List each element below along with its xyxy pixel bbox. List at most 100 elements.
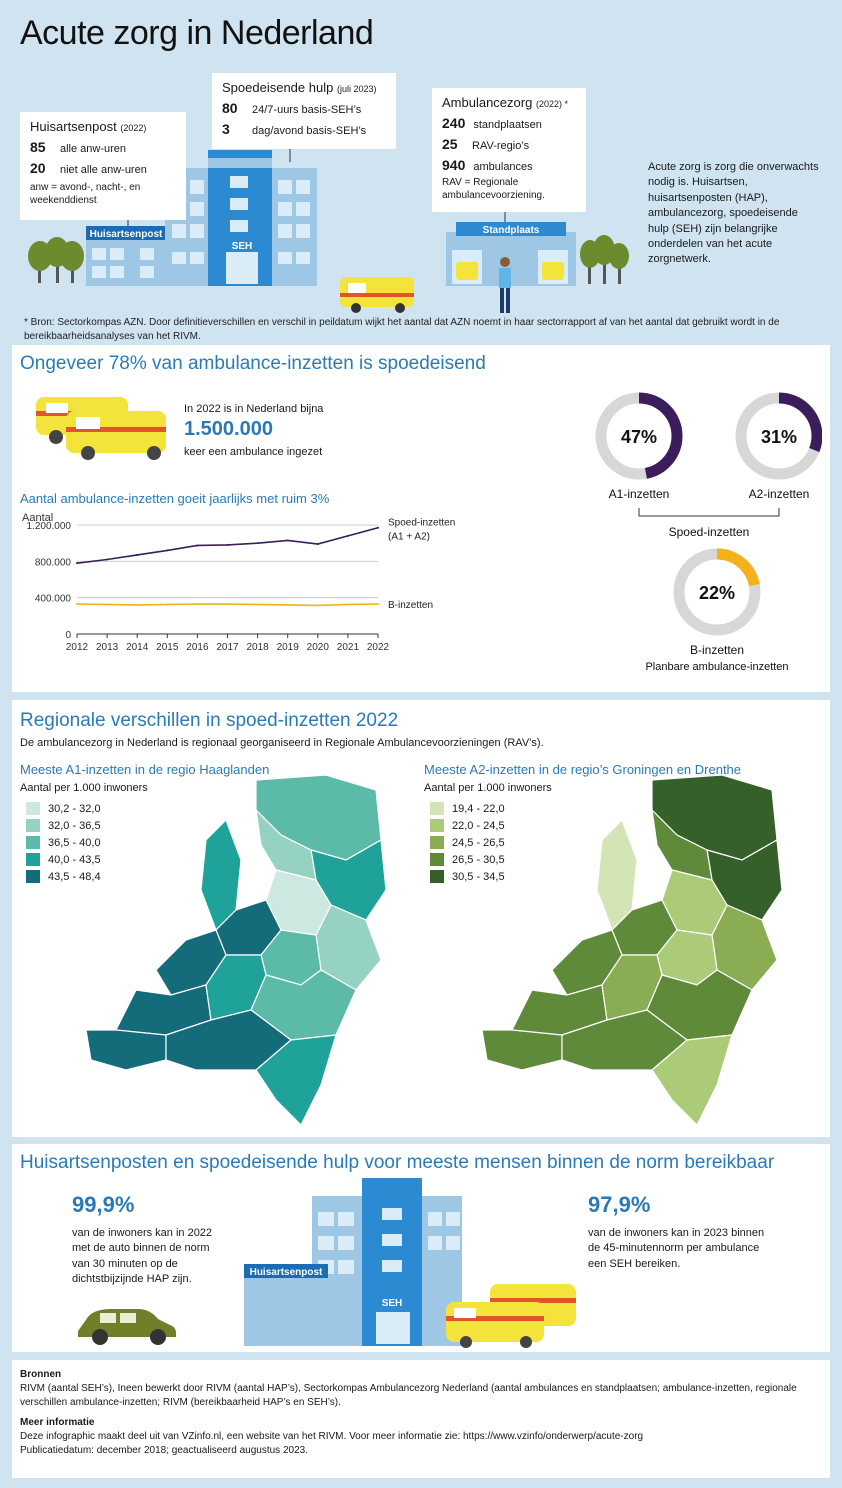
hap-sign-2: Huisartsenpost: [250, 1267, 323, 1278]
series-label: (A1 + A2): [388, 532, 430, 543]
hap-sign: Huisartsenpost: [90, 229, 163, 240]
data-point: [196, 544, 199, 547]
map1-legend: 30,2 - 32,0 32,0 - 36,5 36,5 - 40,0 40,0 - …: [26, 800, 101, 885]
x-tick-label: 2012: [66, 642, 89, 653]
map-region: [481, 1029, 563, 1071]
map1-legend-title: Aantal per 1.000 inwoners: [20, 782, 148, 794]
sources-text: RIVM (aantal SEH’s), Ineen bewerkt door …: [20, 1383, 797, 1408]
hap-label-partial: niet alle anw-uren: [60, 163, 147, 176]
legend-item: 22,0 - 24,5: [430, 817, 505, 834]
y-tick-label: 1.200.000: [27, 521, 72, 532]
x-tick-label: 2015: [156, 642, 179, 653]
section3-title: Huisartsenposten en spoedeisende hulp vo…: [20, 1152, 775, 1173]
hap-box-title: Huisartsenpost: [30, 119, 117, 134]
seh-count-247: 80: [222, 99, 238, 116]
seh-sign-2: SEH: [382, 1298, 403, 1309]
y-tick-label: 400.000: [35, 594, 72, 605]
series-label: Spoed-inzetten: [388, 518, 455, 529]
page-title: Acute zorg in Nederland: [20, 14, 374, 52]
amb-count-regios: 25: [442, 135, 458, 152]
legend-item: 32,0 - 36,5: [26, 817, 101, 834]
seh-box-title: Spoedeisende hulp: [222, 80, 334, 95]
data-point: [166, 603, 169, 606]
donut-sublabel: Planbare ambulance-inzetten: [645, 661, 788, 673]
x-tick-label: 2014: [126, 642, 149, 653]
legend-item: 19,4 - 22,0: [430, 800, 505, 817]
donut-percent: 31%: [761, 427, 797, 447]
map2-title: Meeste A2-inzetten in de regio’s Groning…: [424, 762, 742, 777]
legend-item: 26,5 - 30,5: [430, 851, 505, 868]
a2-map: [481, 774, 783, 1127]
data-point: [106, 558, 109, 561]
legend-swatch: [430, 802, 444, 815]
ambulance-line-chart: Aantal 0 400.000 800.000 1.200.000 2012 2013 20…: [22, 512, 455, 653]
legend-swatch: [26, 802, 40, 815]
amb-count-ambulances: 940: [442, 156, 466, 173]
donut-segment: [735, 392, 822, 480]
legend-label: 43,5 - 48,4: [48, 870, 101, 883]
seh-info-box: Spoedeisende hulp (juli 2023) 80 24/7-uur…: [212, 73, 396, 149]
donut-charts: 47% A1-inzetten 31% A2-inzetten 22% B-inzette…: [595, 392, 822, 673]
a1-map: [85, 774, 387, 1127]
legend-item: 36,5 - 40,0: [26, 834, 101, 851]
car-icon: [78, 1309, 176, 1345]
legend-label: 19,4 - 22,0: [452, 802, 505, 815]
legend-label: 40,0 - 43,5: [48, 853, 101, 866]
section-reachability: Huisartsenposten en spoedeisende hulp vo…: [12, 1144, 830, 1352]
publication-date: Publicatiedatum: december 2018; geactual…: [20, 1445, 308, 1456]
data-point: [196, 603, 199, 606]
legend-label: 36,5 - 40,0: [48, 836, 101, 849]
data-point: [286, 539, 289, 542]
map2-legend: 19,4 - 22,0 22,0 - 24,5 24,5 - 26,5 26,5 - …: [430, 800, 505, 885]
donut-label: A1-inzetten: [609, 487, 670, 501]
amb-note: RAV = Regionale ambulancevoorziening.: [442, 176, 545, 201]
chart-title: Aantal ambulance-inzetten goeit jaarlijk…: [20, 491, 330, 506]
data-point: [346, 603, 349, 606]
data-point: [377, 526, 379, 529]
y-axis-label: Aantal: [22, 512, 53, 524]
data-point: [256, 542, 259, 545]
lead-text-2: keer een ambulance ingezet: [184, 446, 323, 458]
amb-label-regios: RAV-regio’s: [472, 139, 530, 152]
bracket: [638, 508, 780, 517]
x-tick-label: 2020: [307, 642, 330, 653]
x-tick-label: 2021: [337, 642, 360, 653]
data-point: [136, 553, 139, 556]
legend-item: 43,5 - 48,4: [26, 868, 101, 885]
data-point: [76, 603, 78, 606]
seh-sign: SEH: [232, 241, 253, 252]
ambulance-pair-icon: [36, 397, 166, 460]
series-label: B-inzetten: [388, 600, 433, 611]
map1-title: Meeste A1-inzetten in de regio Haaglande…: [20, 762, 270, 777]
x-tick-label: 2019: [277, 642, 300, 653]
section2-intro: De ambulancezorg in Nederland is regiona…: [20, 737, 544, 749]
tree-icon: [580, 235, 629, 284]
data-point: [226, 603, 229, 606]
hap-note: anw = avond-, nacht-, en weekenddienst: [30, 181, 141, 206]
seh-reach-pct: 97,9%: [588, 1192, 651, 1217]
donut-segment: [595, 392, 683, 480]
donut-label: B-inzetten: [690, 643, 744, 657]
donut-segment: [673, 548, 761, 636]
legend-item: 30,2 - 32,0: [26, 800, 101, 817]
data-point: [286, 603, 289, 606]
more-info-heading: Meer informatie: [20, 1417, 95, 1428]
amb-label-standplaatsen: standplaatsen: [473, 118, 542, 131]
data-point: [316, 604, 319, 607]
hap-box-year: (2022): [120, 123, 147, 133]
amb-label-ambulances: ambulances: [473, 160, 533, 173]
x-tick-label: 2017: [216, 642, 239, 653]
x-tick-label: 2016: [186, 642, 209, 653]
legend-swatch: [430, 819, 444, 832]
data-point: [346, 534, 349, 537]
map-region: [85, 1029, 167, 1071]
seh-label-247: 24/7-uurs basis-SEH’s: [252, 103, 362, 116]
data-point: [166, 549, 169, 552]
legend-swatch: [26, 870, 40, 883]
x-tick-label: 2022: [367, 642, 390, 653]
hap-info-box: Huisartsenpost (2022) 85 alle anw-uren 20…: [20, 112, 186, 220]
hap-reach-text: van de inwoners kan in 2022 met de auto …: [72, 1227, 213, 1286]
data-point: [226, 543, 229, 546]
legend-swatch: [26, 819, 40, 832]
donut-percent: 47%: [621, 427, 657, 447]
